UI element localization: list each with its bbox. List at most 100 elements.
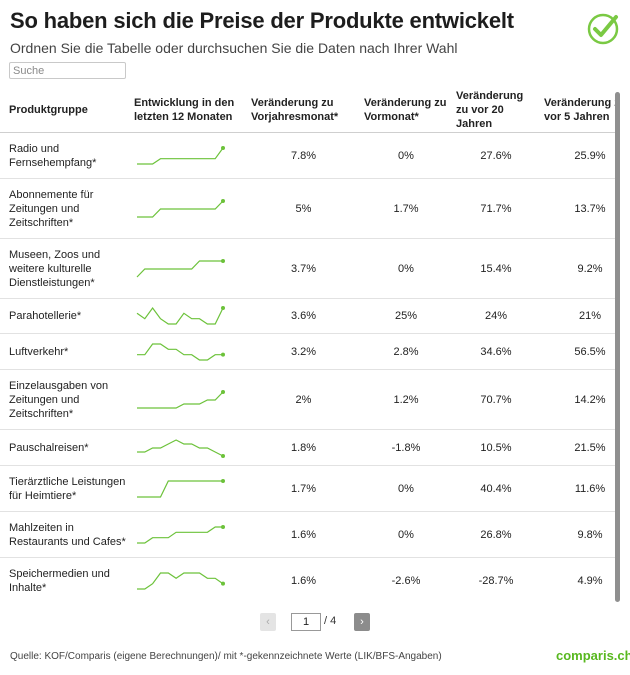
cell-sparkline (130, 238, 247, 299)
cell-produktgruppe: Tierärztliche Leistungen für Heimtiere* (0, 465, 130, 512)
cell-y5: 11.6% (540, 465, 617, 512)
vertical-scrollbar[interactable] (615, 92, 620, 602)
cell-produktgruppe: Mahlzeiten in Restaurants und Cafes* (0, 511, 130, 558)
column-header-5-jahre[interactable]: Veränderung zu vor 5 Jahren (540, 88, 617, 133)
cell-produktgruppe: Museen, Zoos und weitere kulturelle Dien… (0, 238, 130, 299)
cell-yoy: 7.8% (247, 132, 360, 179)
cell-sparkline (130, 298, 247, 334)
trend-sparkline (136, 306, 225, 325)
table-row: Mahlzeiten in Restaurants und Cafes* 1.6%… (0, 511, 617, 558)
cell-sparkline (130, 429, 247, 466)
cell-sparkline (130, 511, 247, 558)
sparkline-endpoint (221, 306, 225, 310)
cell-y20: 34.6% (452, 333, 540, 370)
trend-sparkline (137, 342, 225, 361)
cell-yoy: 3.6% (247, 298, 360, 334)
sparkline-line (137, 479, 223, 498)
table-row: Abonnemente für Zeitungen und Zeitschrif… (0, 178, 617, 239)
page-total: / 4 (324, 615, 337, 627)
cell-mom: 0% (360, 132, 452, 179)
table-row: Einzelausgaben von Zeitungen und Zeitsch… (0, 369, 617, 430)
prev-page-button[interactable]: ‹ (260, 613, 276, 631)
table-row: Parahotellerie* 3.6% 25% 24% 21% (0, 298, 617, 334)
cell-mom: 0% (360, 465, 452, 512)
cell-sparkline (130, 333, 247, 370)
cell-y20: -28.7% (452, 557, 540, 600)
table-row: Tierärztliche Leistungen für Heimtiere* 1… (0, 465, 617, 512)
table-row: Radio und Fernsehempfang* 7.8% 0% 27.6% 25.9… (0, 132, 617, 179)
table-header-row: Produktgruppe Entwicklung in den letzten… (0, 88, 617, 133)
sparkline-endpoint (221, 352, 225, 357)
next-page-button[interactable]: › (354, 613, 370, 631)
cell-y5: 13.7% (540, 178, 617, 239)
cell-sparkline (130, 557, 247, 600)
cell-yoy: 1.6% (247, 511, 360, 558)
cell-y20: 26.8% (452, 511, 540, 558)
cell-produktgruppe: Parahotellerie* (0, 298, 130, 334)
cell-sparkline (130, 132, 247, 179)
cell-mom: 0% (360, 511, 452, 558)
cell-mom: 2.8% (360, 333, 452, 370)
sparkline-endpoint (221, 453, 225, 458)
cell-y20: 24% (452, 298, 540, 334)
price-table: Produktgruppe Entwicklung in den letzten… (0, 88, 617, 600)
cell-sparkline (130, 465, 247, 512)
column-header-vormonat[interactable]: Veränderung zu Vormonat* (360, 88, 452, 133)
cell-yoy: 1.7% (247, 465, 360, 512)
table-row: Pauschalreisen* 1.8% -1.8% 10.5% 21.5% (0, 429, 617, 466)
cell-y20: 10.5% (452, 429, 540, 466)
cell-yoy: 3.2% (247, 333, 360, 370)
sparkline-line (137, 342, 223, 361)
sparkline-endpoint (221, 581, 225, 586)
cell-y5: 4.9% (540, 557, 617, 600)
brand-logo[interactable]: comparis.ch (556, 648, 630, 663)
cell-mom: -1.8% (360, 429, 452, 466)
trend-sparkline (137, 145, 225, 165)
cell-produktgruppe: Abonnemente für Zeitungen und Zeitschrif… (0, 178, 130, 239)
cell-y20: 71.7% (452, 178, 540, 239)
trend-sparkline (137, 524, 225, 544)
column-header-vorjahresmonat[interactable]: Veränderung zu Vorjahresmonat* (247, 88, 360, 133)
cell-sparkline (130, 178, 247, 239)
cell-mom: 0% (360, 238, 452, 299)
sparkline-line (136, 306, 224, 325)
trend-sparkline (137, 438, 225, 458)
cell-y5: 9.2% (540, 238, 617, 299)
sparkline-endpoint (221, 389, 225, 394)
sparkline-line (136, 259, 223, 277)
cell-produktgruppe: Pauschalreisen* (0, 429, 130, 466)
cell-y5: 56.5% (540, 333, 617, 370)
column-header-produktgruppe[interactable]: Produktgruppe (0, 88, 130, 133)
cell-produktgruppe: Speichermedien und Inhalte* (0, 557, 130, 600)
check-logo-icon (587, 13, 619, 45)
table-row: Luftverkehr* 3.2% 2.8% 34.6% 56.5% (0, 333, 617, 370)
cell-y5: 14.2% (540, 369, 617, 430)
cell-mom: 25% (360, 298, 452, 334)
sparkline-endpoint (221, 524, 225, 529)
sparkline-line (137, 147, 224, 165)
column-header-20-jahre[interactable]: Veränderung zu vor 20 Jahren (452, 88, 540, 133)
sparkline-line (137, 200, 224, 218)
trend-sparkline (137, 198, 225, 218)
table-row: Museen, Zoos und weitere kulturelle Dien… (0, 238, 617, 299)
page-number-input[interactable]: 1 (291, 613, 321, 631)
cell-y20: 40.4% (452, 465, 540, 512)
page-title: So haben sich die Preise der Produkte en… (10, 8, 514, 33)
cell-y5: 25.9% (540, 132, 617, 179)
column-header-entwicklung: Entwicklung in den letzten 12 Monaten (130, 88, 247, 133)
cell-produktgruppe: Luftverkehr* (0, 333, 130, 370)
data-table-container: Produktgruppe Entwicklung in den letzten… (0, 88, 617, 600)
sparkline-line (137, 571, 224, 590)
search-input[interactable] (9, 62, 126, 79)
sparkline-endpoint (221, 145, 225, 150)
cell-produktgruppe: Einzelausgaben von Zeitungen und Zeitsch… (0, 369, 130, 430)
cell-y20: 27.6% (452, 132, 540, 179)
pagination: ‹ 1 / 4 › (0, 613, 630, 633)
cell-y20: 70.7% (452, 369, 540, 430)
cell-yoy: 3.7% (247, 238, 360, 299)
cell-yoy: 2% (247, 369, 360, 430)
trend-sparkline (137, 571, 225, 590)
cell-produktgruppe: Radio und Fernsehempfang* (0, 132, 130, 179)
cell-yoy: 5% (247, 178, 360, 239)
cell-mom: -2.6% (360, 557, 452, 600)
